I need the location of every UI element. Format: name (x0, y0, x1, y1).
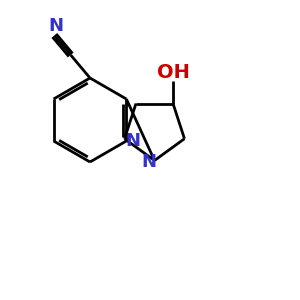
Text: N: N (125, 132, 140, 150)
Text: N: N (48, 17, 63, 35)
Text: N: N (142, 153, 157, 171)
Text: OH: OH (157, 62, 190, 82)
